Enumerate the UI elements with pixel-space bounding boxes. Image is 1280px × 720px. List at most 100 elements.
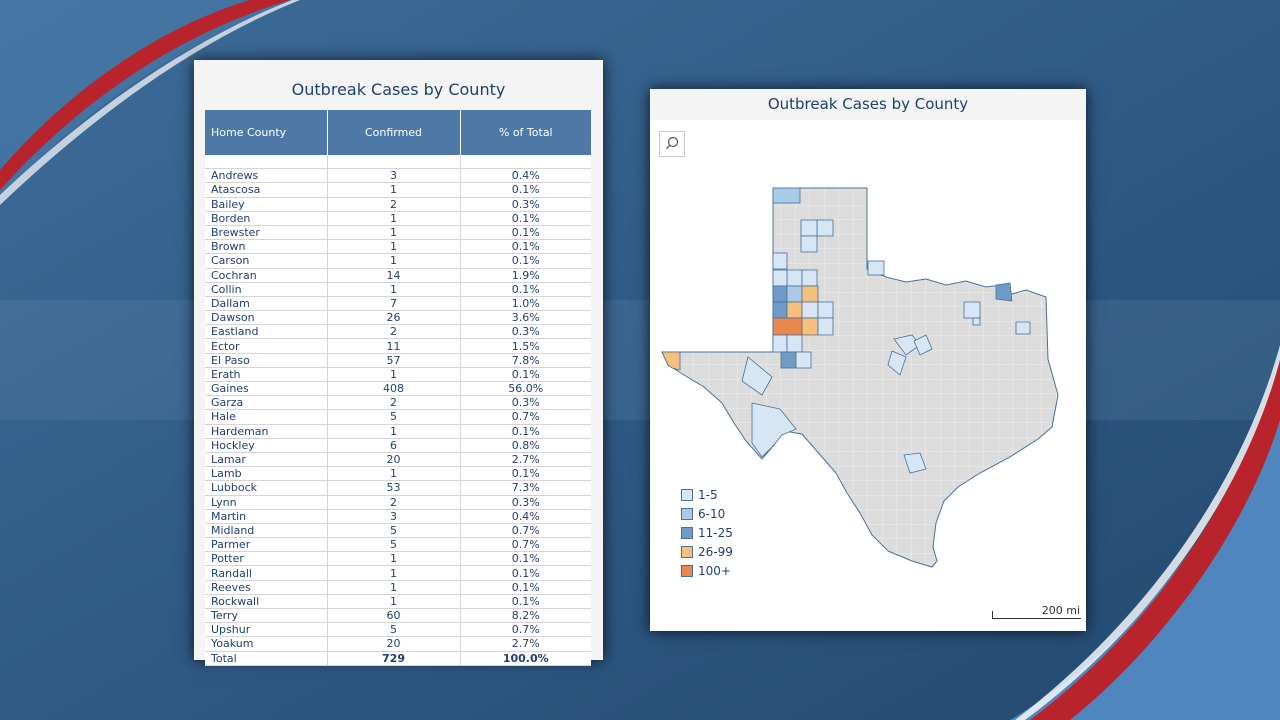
county-borden[interactable] (817, 317, 834, 336)
legend-label: 100+ (698, 563, 731, 578)
legend-swatch (681, 526, 693, 539)
county-rockwall[interactable] (972, 317, 981, 326)
county-lynn[interactable] (801, 301, 819, 319)
county-martin[interactable] (786, 334, 803, 353)
county-upshur[interactable] (1015, 321, 1031, 335)
cell-confirmed: 20 (327, 636, 461, 652)
cell-pct: 0.7% (460, 537, 591, 553)
table-row: Hockley 6 0.8% (205, 438, 591, 453)
county-el-paso[interactable] (661, 351, 681, 371)
cell-county: Gaines (205, 381, 328, 397)
cell-pct: 7.3% (460, 480, 591, 496)
header-confirmed[interactable]: Confirmed (327, 110, 461, 155)
legend-item[interactable]: 26-99 (681, 542, 733, 561)
scale-label: 200 mi (1041, 604, 1080, 617)
county-collin[interactable] (963, 301, 981, 319)
cell-pct: 7.8% (460, 353, 591, 368)
cell-county: El Paso (205, 353, 328, 368)
cell-pct: 0.3% (460, 495, 591, 510)
table-row: Martin 3 0.4% (205, 509, 591, 524)
county-dawson[interactable] (801, 317, 819, 336)
county-yoakum[interactable] (772, 301, 788, 319)
county-parmer[interactable] (772, 252, 788, 270)
cell-confirmed: 3 (327, 509, 461, 524)
cell-county: Midland (205, 523, 328, 539)
county-reeves[interactable] (741, 356, 773, 396)
cell-confirmed: 20 (327, 452, 461, 468)
cell-county: Brown (205, 239, 328, 255)
legend-item[interactable]: 1-5 (681, 485, 733, 504)
table-row: Dawson 26 3.6% (205, 310, 591, 326)
county-terry[interactable] (786, 301, 803, 319)
cell-pct: 3.6% (460, 310, 591, 326)
county-carson[interactable] (816, 219, 834, 237)
table-row: Reeves 1 0.1% (205, 580, 591, 595)
legend-item[interactable]: 6-10 (681, 504, 733, 523)
county-dallam[interactable] (772, 187, 801, 204)
county-brown[interactable] (887, 350, 907, 376)
cell-pct: 2.7% (460, 636, 591, 652)
county-randall[interactable] (800, 235, 818, 253)
header-pct-total[interactable]: % of Total (460, 110, 591, 155)
table-row: Lubbock 53 7.3% (205, 480, 591, 496)
texas-map[interactable] (650, 89, 1086, 631)
county-atascosa[interactable] (903, 452, 927, 474)
cell-confirmed: 1 (327, 239, 461, 255)
county-lamar[interactable] (995, 282, 1013, 302)
cell-total-confirmed: 729 (327, 651, 461, 666)
legend-item[interactable]: 11-25 (681, 523, 733, 542)
cell-pct: 1.5% (460, 338, 591, 354)
cell-confirmed: 1 (327, 466, 461, 482)
county-bailey[interactable] (772, 269, 788, 287)
table-row: Hardeman 1 0.1% (205, 424, 591, 439)
legend-label: 11-25 (698, 525, 733, 540)
map-header (650, 89, 1086, 120)
table-spacer (205, 155, 591, 170)
county-cochran[interactable] (772, 285, 788, 303)
legend-item[interactable]: 100+ (681, 561, 733, 580)
cell-confirmed: 6 (327, 438, 461, 453)
county-gaines[interactable] (772, 317, 803, 336)
county-midland[interactable] (795, 351, 812, 369)
table-row: Eastland 2 0.3% (205, 324, 591, 340)
county-andrews[interactable] (772, 334, 788, 353)
map-search-button[interactable] (659, 131, 685, 157)
cell-county: Lamar (205, 452, 328, 468)
cell-pct: 0.7% (460, 523, 591, 539)
cell-pct: 0.1% (460, 211, 591, 226)
county-erath[interactable] (913, 334, 933, 356)
table-row: Ector 11 1.5% (205, 338, 591, 354)
legend-swatch (681, 488, 693, 501)
cell-confirmed: 60 (327, 608, 461, 624)
cell-confirmed: 408 (327, 381, 461, 397)
cell-confirmed: 11 (327, 338, 461, 354)
cell-pct: 0.1% (460, 594, 591, 610)
cell-county: Andrews (205, 168, 328, 184)
cell-pct: 0.4% (460, 168, 591, 184)
table-row: Andrews 3 0.4% (205, 168, 591, 184)
county-brewster[interactable] (751, 402, 797, 458)
county-hockley[interactable] (786, 285, 803, 303)
cell-pct: 56.0% (460, 381, 591, 397)
county-garza[interactable] (817, 301, 834, 319)
county-hale[interactable] (801, 269, 818, 287)
cell-county: Rockwall (205, 594, 328, 610)
county-lamb[interactable] (786, 269, 803, 287)
header-home-county[interactable]: Home County (205, 110, 328, 155)
county-lubbock[interactable] (801, 285, 819, 303)
cell-county: Lynn (205, 495, 328, 510)
cell-county: Reeves (205, 580, 328, 595)
cell-county: Martin (205, 509, 328, 524)
county-hardeman[interactable] (867, 260, 885, 276)
table-row: Hale 5 0.7% (205, 409, 591, 425)
search-icon (666, 136, 679, 150)
cell-pct: 0.7% (460, 622, 591, 638)
county-ector[interactable] (780, 351, 797, 369)
table-header-row: Home County Confirmed % of Total (205, 110, 591, 155)
cell-confirmed: 53 (327, 480, 461, 496)
table-row: Rockwall 1 0.1% (205, 594, 591, 610)
table-row: Carson 1 0.1% (205, 253, 591, 269)
county-potter[interactable] (800, 219, 818, 237)
cell-confirmed: 1 (327, 225, 461, 241)
cell-county: Upshur (205, 622, 328, 638)
